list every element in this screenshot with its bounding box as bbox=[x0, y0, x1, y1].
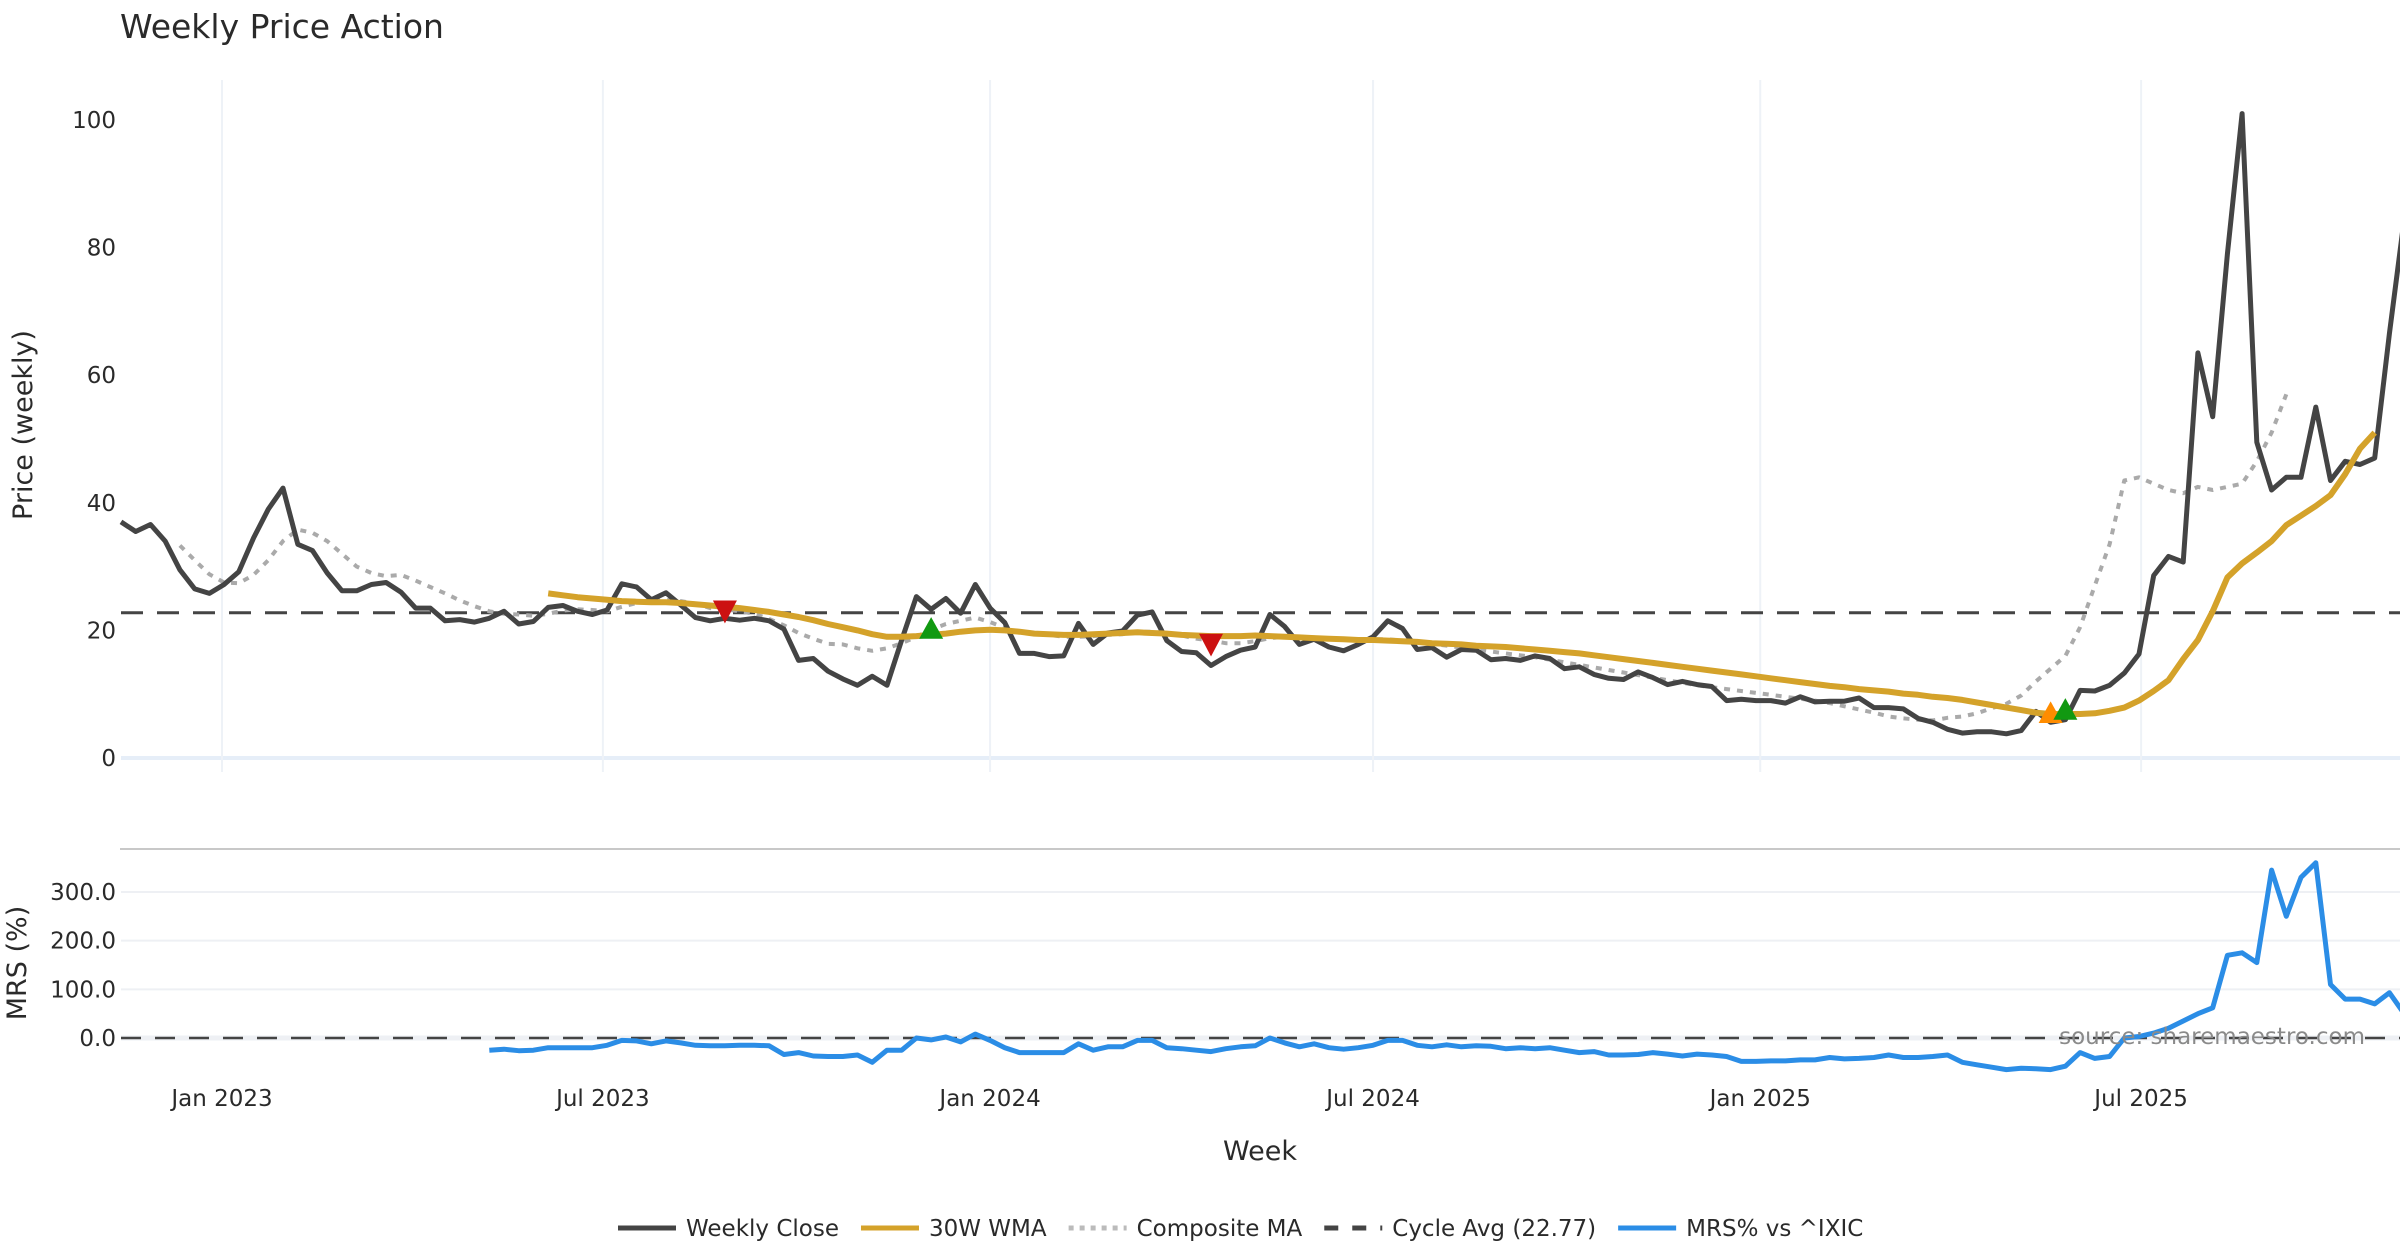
price-y-tick-label: 80 bbox=[87, 236, 116, 262]
mrs-gridlines bbox=[121, 891, 2400, 1041]
mrs-line bbox=[489, 860, 2400, 1073]
price-y-tick-label: 40 bbox=[87, 491, 116, 517]
price-y-ticks: 0 20 40 60 80 100 bbox=[72, 108, 116, 772]
price-y-tick-label: 60 bbox=[87, 363, 116, 389]
price-y-tick-label: 100 bbox=[72, 108, 116, 134]
x-tick-label: Jul 2024 bbox=[1324, 1086, 1420, 1112]
legend-item[interactable]: Cycle Avg (22.77) bbox=[1324, 1216, 1596, 1242]
mrs-y-tick-label: 100.0 bbox=[50, 977, 116, 1003]
legend: Weekly Close 30W WMA Composite MA Cycle Avg… bbox=[618, 1216, 1863, 1242]
price-gridlines bbox=[121, 80, 2400, 772]
legend-label: Composite MA bbox=[1137, 1216, 1303, 1242]
legend-item[interactable]: 30W WMA bbox=[860, 1216, 1047, 1242]
x-tick-label: Jan 2024 bbox=[937, 1086, 1040, 1112]
price-y-axis-title: Price (weekly) bbox=[8, 330, 39, 520]
signal-markers bbox=[712, 600, 2078, 723]
buy-signal-marker bbox=[919, 617, 944, 639]
legend-label: Weekly Close bbox=[686, 1216, 839, 1242]
mrs-y-axis-title: MRS (%) bbox=[2, 906, 33, 1021]
x-tick-label: Jan 2025 bbox=[1708, 1086, 1811, 1112]
price-y-tick-label: 20 bbox=[87, 618, 116, 644]
buy-signal-marker bbox=[2053, 698, 2078, 720]
source-annotation: source: sharemaestro.com bbox=[2059, 1024, 2365, 1050]
x-tick-label: Jul 2025 bbox=[2092, 1086, 2188, 1112]
legend-label: MRS% vs ^IXIC bbox=[1686, 1216, 1863, 1242]
mrs-series bbox=[489, 860, 2400, 1073]
price-y-tick-label: 0 bbox=[101, 746, 116, 772]
30w-wma-line bbox=[547, 430, 2377, 717]
legend-label: Cycle Avg (22.77) bbox=[1392, 1216, 1596, 1242]
legend-item[interactable]: Composite MA bbox=[1068, 1216, 1303, 1242]
sell-signal-marker bbox=[1199, 633, 1224, 657]
mrs-y-tick-label: 0.0 bbox=[79, 1026, 116, 1052]
mrs-y-ticks: 0.0 100.0 200.0 300.0 bbox=[50, 880, 116, 1052]
price-series bbox=[119, 111, 2400, 737]
x-axis-title: Week bbox=[1223, 1136, 1297, 1167]
legend-item[interactable]: MRS% vs ^IXIC bbox=[1618, 1216, 1863, 1242]
x-tick-label: Jul 2023 bbox=[554, 1086, 650, 1112]
mrs-y-tick-label: 200.0 bbox=[50, 929, 116, 955]
mrs-y-tick-label: 300.0 bbox=[50, 880, 116, 906]
sell-signal-marker bbox=[712, 600, 737, 624]
legend-label: 30W WMA bbox=[929, 1216, 1047, 1242]
x-axis-ticks: Jan 2023 Jul 2023 Jan 2024 Jul 2024 Jan 2025… bbox=[169, 1086, 2188, 1112]
legend-item[interactable]: Weekly Close bbox=[618, 1216, 839, 1242]
weekly-close-line bbox=[119, 111, 2400, 737]
x-tick-label: Jan 2023 bbox=[169, 1086, 272, 1112]
composite-ma-line bbox=[178, 393, 2289, 723]
chart-title: Weekly Price Action bbox=[120, 7, 444, 46]
